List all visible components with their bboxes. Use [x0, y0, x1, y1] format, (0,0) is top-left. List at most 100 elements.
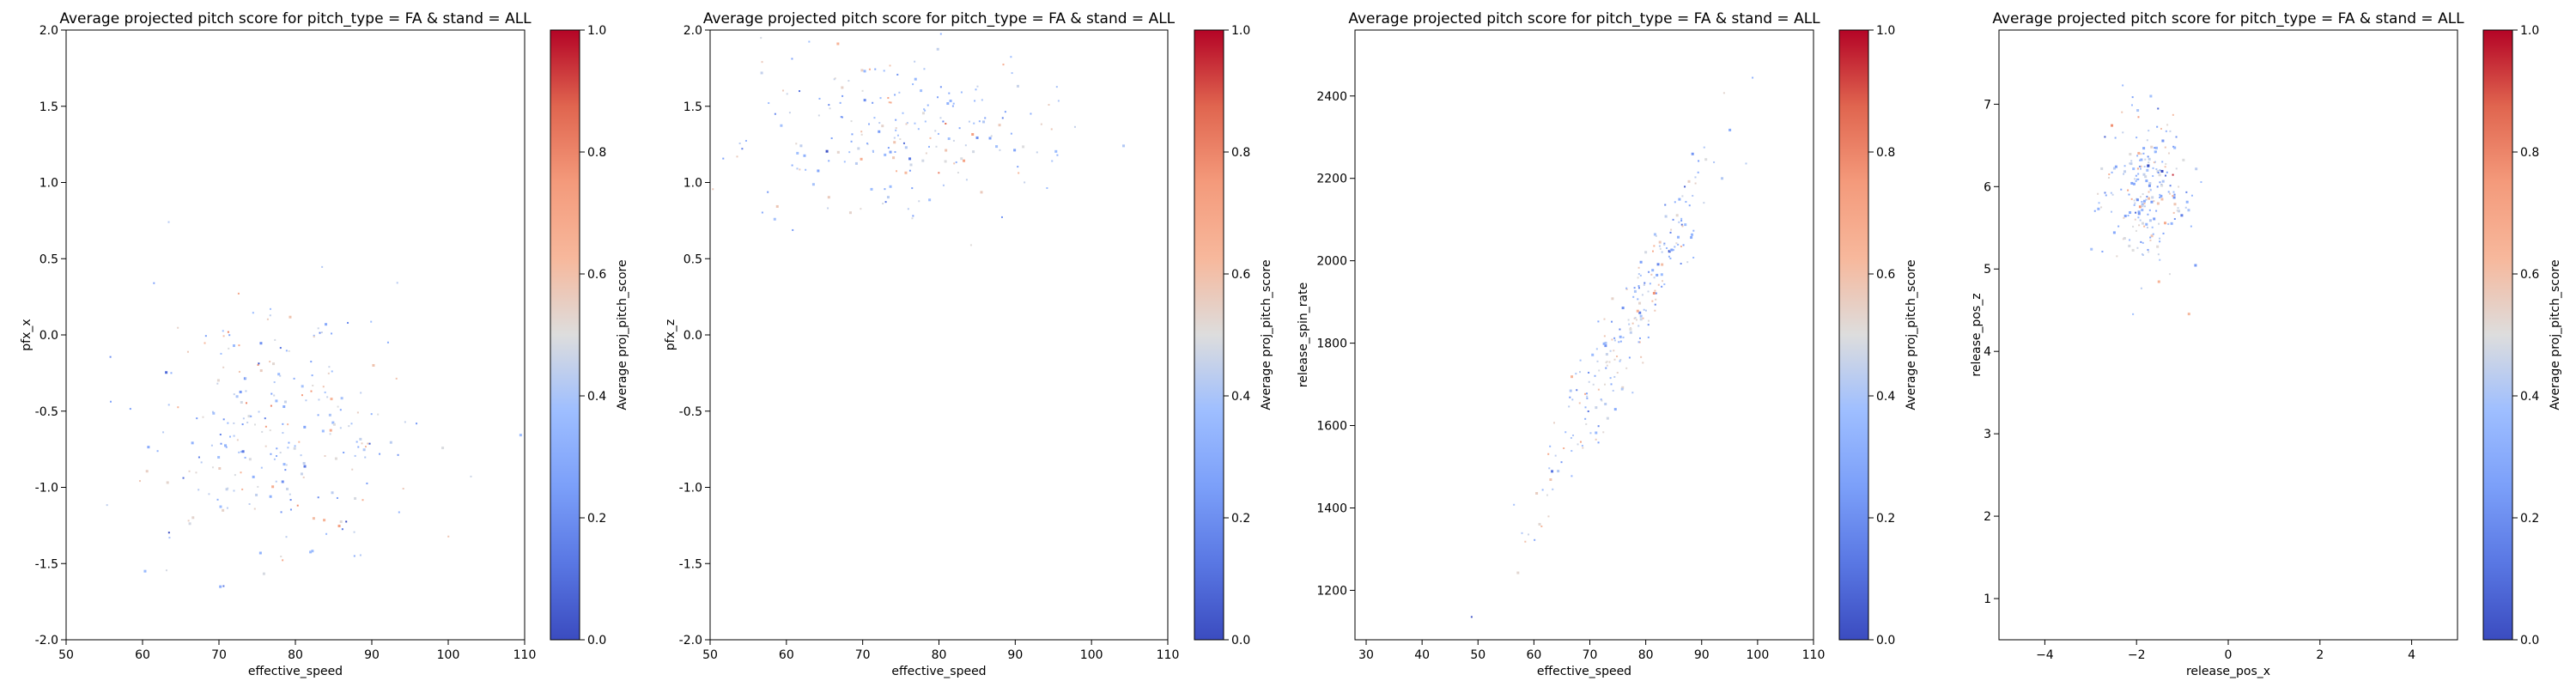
- data-point: [211, 410, 214, 413]
- data-point: [1030, 112, 1032, 115]
- data-point: [2160, 169, 2164, 173]
- data-point: [2116, 255, 2118, 258]
- data-point: [1692, 257, 1695, 259]
- data-point: [312, 517, 315, 520]
- y-tick-label: 2000: [1316, 255, 1347, 269]
- data-point: [976, 85, 979, 88]
- data-point: [1647, 290, 1649, 293]
- data-point: [272, 362, 276, 366]
- data-point: [300, 454, 302, 457]
- data-point: [1582, 447, 1584, 449]
- data-point: [1587, 410, 1589, 412]
- data-point: [788, 112, 791, 114]
- y-tick-label: -0.5: [35, 405, 58, 419]
- data-point: [2172, 113, 2174, 116]
- data-point: [2139, 159, 2142, 161]
- data-point: [196, 417, 198, 420]
- data-point: [2158, 173, 2161, 177]
- data-point: [1017, 166, 1019, 168]
- data-point: [2134, 178, 2136, 180]
- data-point: [924, 120, 927, 123]
- data-point: [1627, 319, 1630, 321]
- data-point: [156, 450, 159, 453]
- chart-title: Average projected pitch score for pitch_…: [1992, 10, 2464, 27]
- data-point: [2129, 211, 2132, 215]
- data-point: [1653, 233, 1656, 236]
- data-point: [906, 122, 908, 125]
- data-point: [1692, 194, 1694, 197]
- data-point: [2172, 145, 2175, 148]
- colorbar: 0.0 0.2 0.4 0.6 0.8 1.0 Average proj_pitch_sco…: [1838, 24, 1918, 647]
- data-point: [796, 167, 799, 170]
- data-point: [1651, 269, 1655, 272]
- data-point: [1600, 398, 1602, 401]
- data-point: [238, 370, 240, 373]
- data-point: [1677, 243, 1680, 246]
- data-point: [774, 112, 776, 115]
- data-point: [2164, 146, 2166, 149]
- data-point: [1560, 461, 1563, 464]
- data-point: [328, 413, 331, 416]
- data-point: [2145, 198, 2148, 201]
- data-point: [969, 244, 972, 246]
- scatter-points: [712, 33, 1126, 246]
- data-point: [2141, 222, 2144, 225]
- data-point: [1548, 467, 1551, 470]
- data-point: [323, 519, 326, 522]
- data-point: [362, 448, 366, 452]
- data-point: [222, 508, 225, 512]
- data-point: [1619, 335, 1622, 338]
- data-point: [1549, 478, 1552, 482]
- data-point: [898, 91, 901, 94]
- data-point: [285, 464, 288, 466]
- data-point: [841, 86, 844, 89]
- data-point: [283, 400, 287, 404]
- data-point: [2136, 137, 2138, 139]
- data-point: [1597, 320, 1600, 323]
- y-tick-label: 1200: [1316, 584, 1347, 598]
- data-point: [2172, 196, 2176, 199]
- data-point: [1122, 144, 1126, 148]
- data-point: [197, 489, 200, 491]
- data-point: [2142, 193, 2144, 196]
- data-point: [1637, 287, 1640, 289]
- data-point: [945, 123, 947, 125]
- data-point: [361, 442, 363, 445]
- data-point: [339, 520, 343, 523]
- data-point: [942, 184, 945, 186]
- data-point: [1010, 56, 1012, 58]
- data-point: [1534, 538, 1536, 541]
- data-point: [228, 435, 231, 438]
- data-point: [2172, 191, 2175, 193]
- colorbar-tick-label: 1.0: [1876, 24, 1895, 38]
- data-point: [2152, 167, 2154, 169]
- data-point: [233, 393, 235, 396]
- data-point: [841, 94, 844, 97]
- data-point: [2170, 222, 2173, 225]
- x-tick-label: 50: [1470, 648, 1485, 662]
- data-point: [1619, 340, 1622, 343]
- data-point: [2142, 241, 2144, 244]
- data-point: [1586, 392, 1589, 395]
- data-point: [978, 120, 981, 123]
- data-point: [269, 429, 271, 432]
- data-point: [1606, 364, 1608, 367]
- data-point: [233, 435, 235, 437]
- data-point: [921, 159, 925, 162]
- chart-3: Average projected pitch score for pitch_…: [1297, 10, 1918, 678]
- data-point: [329, 429, 332, 432]
- data-point: [270, 392, 273, 395]
- data-point: [222, 418, 225, 421]
- data-point: [923, 108, 926, 111]
- data-point: [277, 373, 281, 376]
- data-point: [1656, 263, 1660, 266]
- data-point: [2153, 200, 2155, 203]
- data-point: [2136, 178, 2138, 180]
- data-point: [899, 138, 902, 141]
- y-tick-label: 1.0: [39, 177, 58, 191]
- data-point: [276, 447, 278, 450]
- data-point: [1662, 280, 1664, 283]
- data-point: [1639, 274, 1642, 277]
- colorbar-label: Average proj_pitch_score: [616, 259, 629, 410]
- data-point: [2136, 155, 2139, 157]
